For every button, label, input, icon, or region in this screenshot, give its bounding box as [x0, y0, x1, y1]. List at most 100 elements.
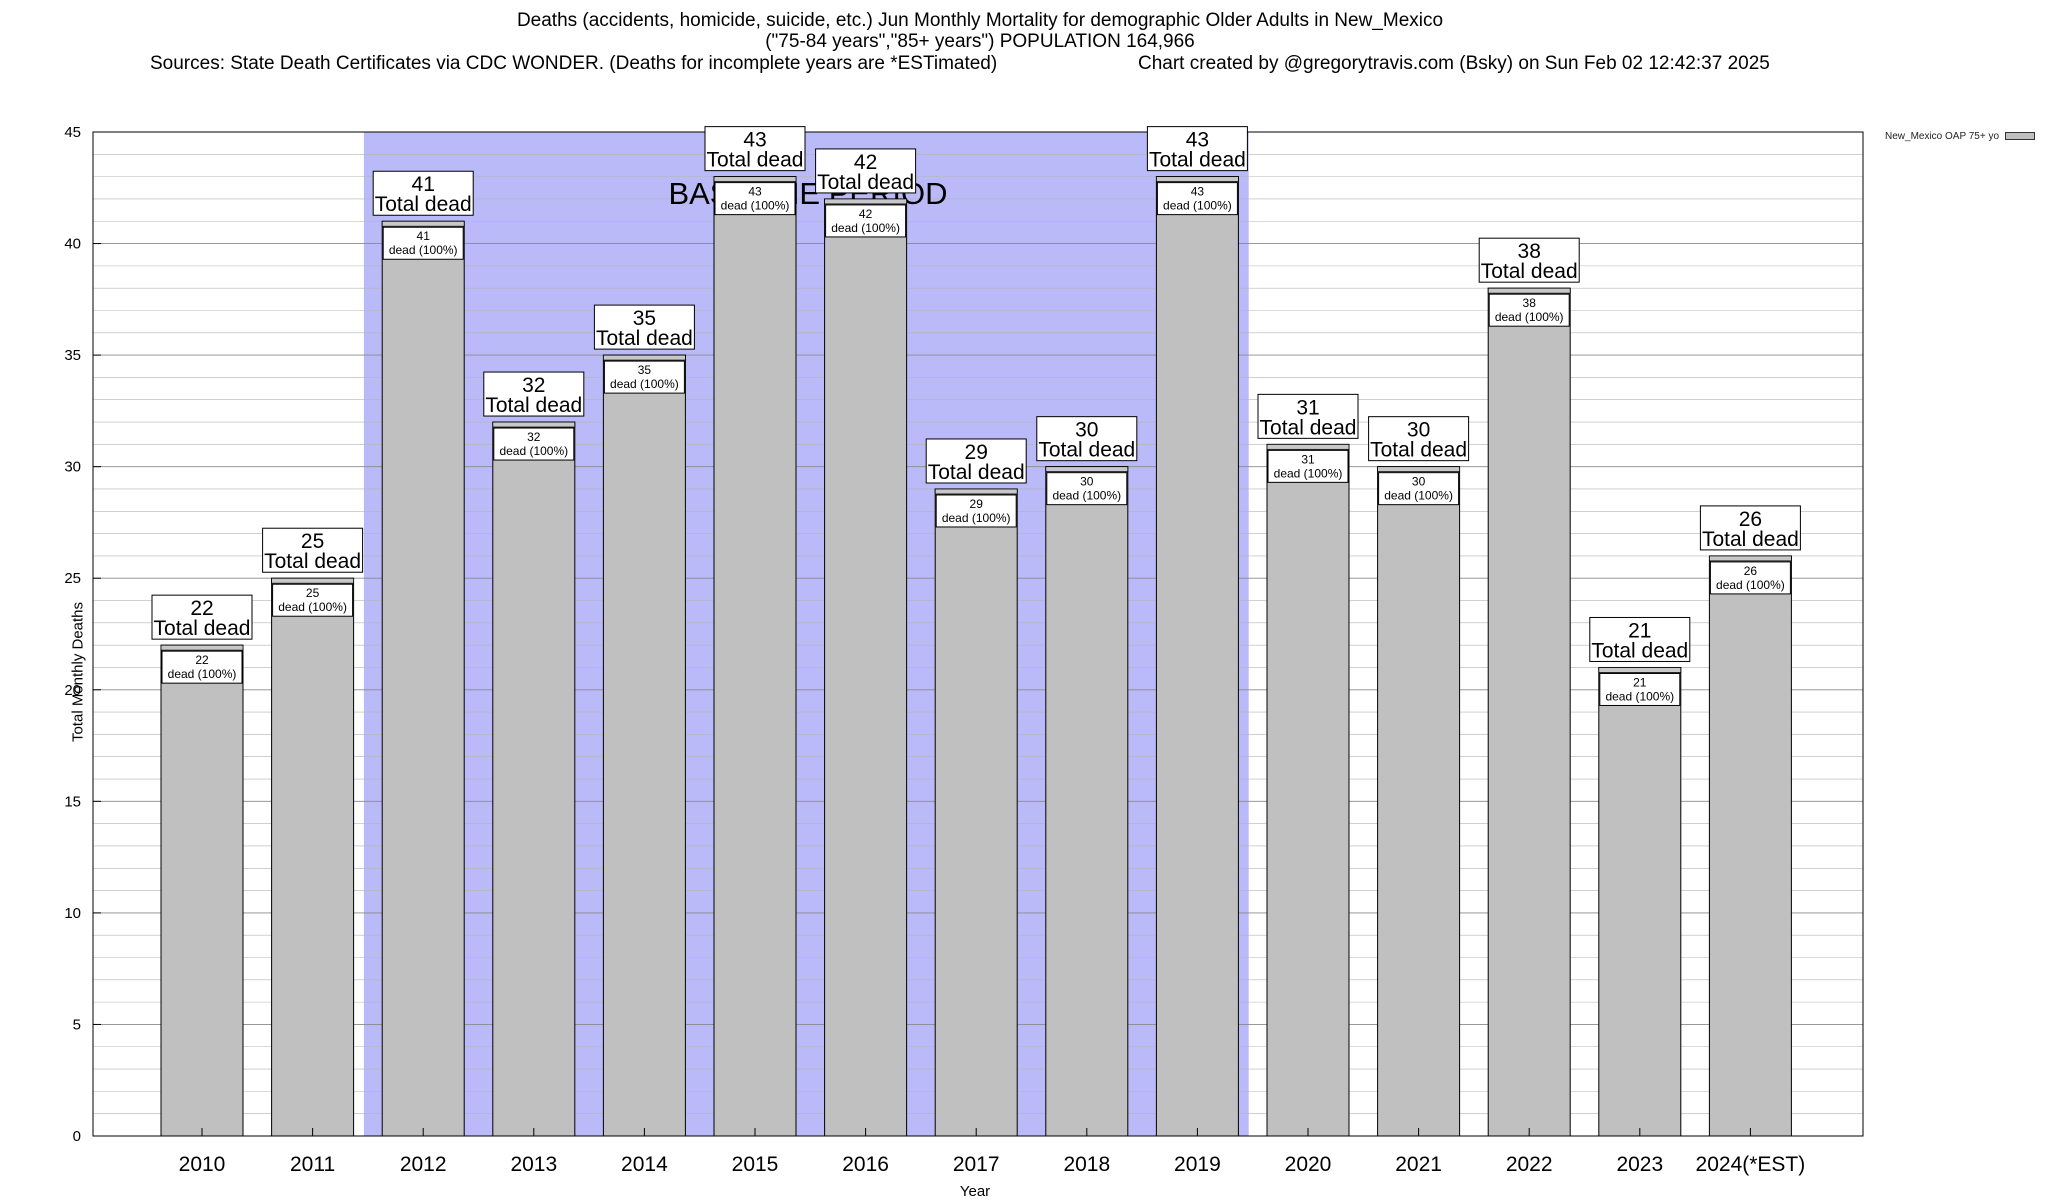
- bar: [824, 198, 908, 1137]
- inner-label-box: [161, 650, 243, 684]
- inner-percent-label: dead (100%): [1274, 466, 1343, 480]
- inner-label-box: [1378, 472, 1460, 506]
- y-tick-label: 20: [64, 682, 81, 699]
- bar-cap: [824, 198, 907, 205]
- title-line-1: Deaths (accidents, homicide, suicide, et…: [516, 10, 1444, 31]
- inner-value-label: 43: [748, 185, 762, 199]
- bar-cap: [271, 577, 355, 584]
- total-suffix-label: Total dead: [154, 617, 251, 640]
- inner-label-box: [1046, 472, 1128, 506]
- y-tick-label: 30: [64, 459, 81, 476]
- inner-percent-label: dead (100%): [1163, 199, 1232, 213]
- total-label-box: [372, 170, 474, 216]
- total-label-box: [262, 527, 364, 573]
- bar-cap: [1598, 667, 1682, 673]
- x-tick-label: 2019: [1174, 1153, 1221, 1176]
- inner-value-label: 35: [638, 363, 652, 377]
- total-label-box: [593, 304, 695, 350]
- x-tick-label: 2013: [510, 1153, 557, 1176]
- inner-percent-label: dead (100%): [278, 600, 347, 614]
- total-suffix-label: Total dead: [707, 149, 804, 172]
- inner-value-label: 21: [1633, 675, 1647, 689]
- bar-cap: [1156, 176, 1239, 183]
- inner-label-box: [1488, 293, 1570, 327]
- total-value-label: 43: [1186, 129, 1209, 152]
- bar: [713, 176, 797, 1137]
- total-value-label: 29: [965, 441, 988, 464]
- inner-label-box: [272, 583, 354, 617]
- bar: [1045, 466, 1129, 1137]
- y-tick-label: 35: [64, 347, 81, 364]
- total-value-label: 22: [190, 597, 213, 620]
- total-label-box: [483, 371, 585, 417]
- inner-value-label: 42: [859, 207, 873, 221]
- bar-cap: [934, 488, 1018, 495]
- total-value-label: 43: [743, 129, 766, 152]
- inner-label-box: [1599, 672, 1681, 706]
- bar-cap: [1266, 443, 1350, 450]
- y-tick-label: 45: [64, 124, 81, 141]
- inner-label-box: [714, 182, 796, 216]
- inner-label-box: [603, 360, 685, 394]
- inner-label-box: [382, 226, 464, 260]
- y-tick-label: 25: [64, 570, 81, 587]
- bar-cap: [1709, 555, 1792, 562]
- inner-percent-label: dead (100%): [831, 221, 900, 235]
- inner-percent-label: dead (100%): [1605, 689, 1674, 703]
- total-value-label: 21: [1628, 619, 1651, 642]
- inner-value-label: 29: [970, 497, 984, 511]
- total-suffix-label: Total dead: [1038, 439, 1135, 462]
- inner-label-box: [1156, 182, 1238, 216]
- total-label-box: [704, 126, 806, 172]
- x-tick-label: 2015: [732, 1153, 779, 1176]
- total-suffix-label: Total dead: [817, 171, 914, 194]
- total-label-box: [1368, 416, 1470, 462]
- inner-value-label: 30: [1080, 475, 1094, 489]
- total-label-box: [151, 594, 253, 640]
- total-suffix-label: Total dead: [1260, 416, 1357, 439]
- total-value-label: 41: [412, 173, 435, 196]
- total-value-label: 30: [1075, 419, 1098, 442]
- y-tick-label: 40: [64, 236, 81, 253]
- total-label-box: [1589, 616, 1691, 662]
- x-tick-label: 2020: [1285, 1153, 1332, 1176]
- total-value-label: 32: [522, 374, 545, 397]
- chart-title: Deaths (accidents, homicide, suicide, et…: [0, 10, 1960, 52]
- bar: [1377, 466, 1461, 1137]
- x-tick-label: 2018: [1063, 1153, 1110, 1176]
- total-value-label: 30: [1407, 419, 1430, 442]
- total-label-box: [925, 438, 1027, 484]
- x-tick-label: 2023: [1616, 1153, 1663, 1176]
- inner-value-label: 41: [417, 229, 431, 243]
- x-tick-label: 2022: [1506, 1153, 1553, 1176]
- x-tick-label: 2010: [179, 1153, 226, 1176]
- y-tick-label: 10: [64, 905, 81, 922]
- bar: [1155, 176, 1239, 1137]
- inner-percent-label: dead (100%): [389, 243, 458, 257]
- bar-cap: [1487, 287, 1571, 294]
- bar-cap: [713, 176, 797, 183]
- inner-value-label: 30: [1412, 475, 1426, 489]
- total-suffix-label: Total dead: [485, 394, 582, 417]
- total-value-label: 35: [633, 307, 656, 330]
- x-tick-label: 2021: [1395, 1153, 1442, 1176]
- inner-label-box: [493, 427, 575, 461]
- bar-cap: [381, 220, 465, 227]
- legend: New_Mexico OAP 75+ yo: [1885, 131, 2036, 142]
- total-suffix-label: Total dead: [375, 193, 472, 216]
- x-tick-label: 2014: [621, 1153, 668, 1176]
- x-tick-label: 2016: [842, 1153, 889, 1176]
- bar: [160, 644, 244, 1137]
- inner-value-label: 26: [1744, 564, 1758, 578]
- y-tick-label: 0: [73, 1128, 81, 1145]
- total-value-label: 38: [1518, 240, 1541, 263]
- credit-text: Chart created by @gregorytravis.com (Bsk…: [1138, 53, 1770, 74]
- total-label-box: [815, 148, 917, 194]
- bar: [1708, 555, 1792, 1137]
- bar: [271, 577, 355, 1137]
- bar-cap: [492, 421, 576, 428]
- x-tick-label: 2024(*EST): [1696, 1153, 1806, 1176]
- total-suffix-label: Total dead: [928, 461, 1025, 484]
- bar: [381, 220, 465, 1137]
